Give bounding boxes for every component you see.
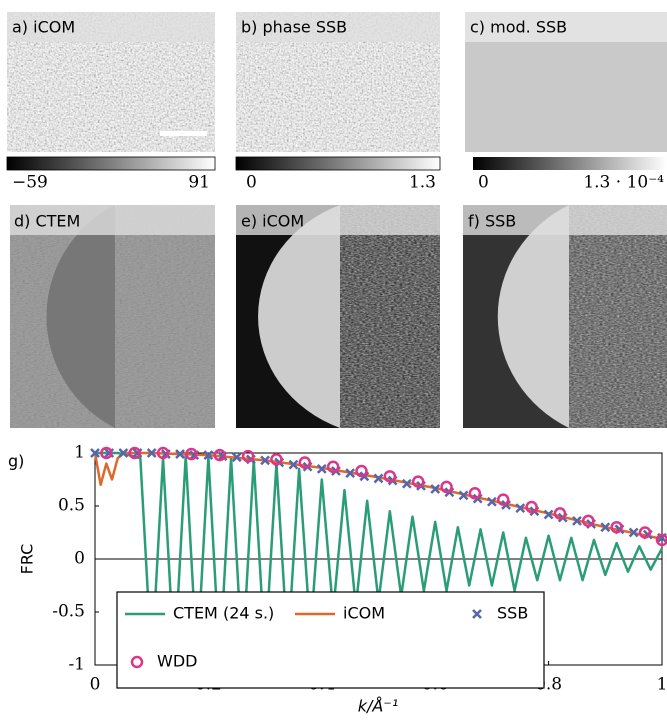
- image-panel: a) iCOM −59 91: [6, 12, 216, 193]
- legend-label: CTEM (24 s.): [173, 604, 274, 623]
- panel-label: f) SSB: [468, 212, 516, 231]
- marker: [487, 496, 497, 507]
- legend-label: SSB: [497, 604, 528, 623]
- colorbar-label: 1.3 · 10⁻⁴: [583, 173, 664, 193]
- marker: [316, 464, 327, 474]
- y-tick-label: 0: [74, 549, 85, 569]
- marker: [90, 448, 100, 458]
- x-axis-label: k/Å⁻¹: [358, 697, 398, 716]
- marker: [582, 514, 595, 528]
- legend: CTEM (24 s.) iCOM SSB WDD: [116, 591, 545, 689]
- colorbar-label: 91: [188, 173, 210, 193]
- marker: [655, 533, 667, 547]
- marker: [553, 507, 567, 520]
- marker: [146, 448, 157, 458]
- marker: [383, 470, 397, 483]
- marker: [468, 487, 482, 500]
- colorbar-label: 0: [246, 173, 257, 193]
- x-tick-label: 1: [657, 675, 667, 695]
- marker: [572, 515, 582, 526]
- legend-label: WDD: [157, 652, 197, 671]
- marker: [260, 455, 270, 466]
- marker: [345, 468, 356, 479]
- marker: [175, 449, 185, 459]
- panel-label: g): [8, 452, 24, 471]
- marker: [458, 490, 469, 501]
- marker: [231, 452, 242, 463]
- colorbar-label: 0: [478, 173, 489, 193]
- marker: [130, 655, 144, 669]
- marker: [355, 464, 368, 478]
- colorbar-label: 1.3: [409, 173, 436, 193]
- marker: [430, 484, 441, 494]
- marker: [156, 446, 170, 460]
- panel-label: c) mod. SSB: [470, 18, 567, 37]
- marker: [610, 520, 623, 534]
- marker: [185, 447, 198, 461]
- marker: [525, 500, 538, 514]
- colorbar-label: −59: [12, 173, 48, 193]
- image-panel: f) SSB: [463, 205, 667, 428]
- marker: [128, 446, 141, 460]
- marker: [628, 527, 639, 538]
- series-line: [93, 451, 663, 541]
- panel-label: a) iCOM: [12, 18, 75, 37]
- image-panel: b) phase SSB 0 1.3: [235, 12, 441, 193]
- image-panel: e) iCOM: [236, 205, 440, 428]
- y-tick-label: 0.5: [58, 496, 85, 516]
- legend-label: iCOM: [343, 604, 385, 623]
- marker: [326, 460, 340, 474]
- marker: [411, 475, 425, 488]
- panel-label: d) CTEM: [14, 212, 80, 231]
- marker: [213, 448, 226, 462]
- panel-label: e) iCOM: [241, 212, 304, 231]
- panel-label: b) phase SSB: [241, 18, 347, 37]
- marker: [241, 449, 255, 463]
- image-panel: c) mod. SSB 0 1.3 · 10⁻⁴: [465, 12, 667, 193]
- marker: [203, 450, 214, 461]
- image-panel: d) CTEM: [10, 205, 215, 428]
- legend-box: [116, 591, 545, 689]
- y-axis-label: FRC: [18, 544, 37, 575]
- marker: [270, 453, 283, 466]
- marker: [600, 522, 611, 533]
- marker: [118, 448, 129, 458]
- x-tick-label: 0: [90, 675, 101, 695]
- marker: [543, 509, 554, 520]
- marker: [515, 503, 526, 514]
- y-tick-label: 1: [74, 443, 85, 463]
- marker: [496, 493, 510, 506]
- y-tick-label: -1: [68, 655, 85, 675]
- marker: [298, 456, 312, 469]
- marker: [638, 526, 652, 539]
- marker: [288, 459, 299, 470]
- marker: [472, 609, 482, 619]
- marker: [401, 478, 412, 489]
- marker: [373, 473, 384, 484]
- y-tick-label: -0.5: [52, 602, 85, 622]
- marker: [100, 446, 113, 460]
- marker: [440, 480, 453, 494]
